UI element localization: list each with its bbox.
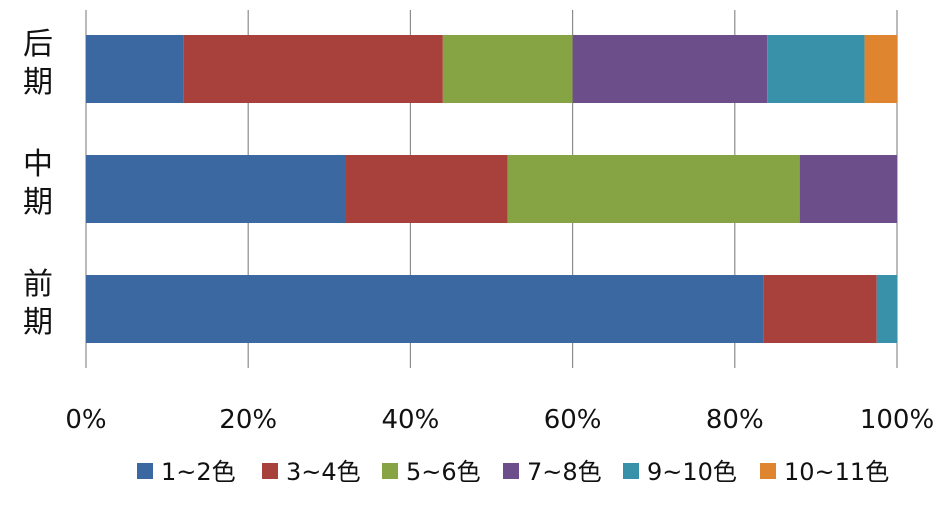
bar-segment (442, 35, 573, 103)
bar-segment (345, 155, 508, 223)
bar-segment (767, 35, 865, 103)
legend-swatch (623, 463, 639, 479)
x-tick-label: 0% (65, 405, 106, 435)
x-tick-labels: 0% 20% 40% 60% 80% 100% (65, 405, 934, 435)
bar-segment (763, 275, 877, 343)
legend-label: 1~2色 (161, 458, 236, 486)
bar-segment (86, 35, 184, 103)
legend-swatch (760, 463, 776, 479)
x-tick-label: 20% (219, 405, 277, 435)
bar-segment (86, 155, 346, 223)
bar-segment (572, 35, 768, 103)
bar-segment (183, 35, 443, 103)
bar-segment (876, 275, 897, 343)
legend-label: 9~10色 (647, 458, 737, 486)
legend-swatch (137, 463, 153, 479)
legend-label: 5~6色 (406, 458, 481, 486)
legend-swatch (382, 463, 398, 479)
x-tick-label: 40% (382, 405, 440, 435)
legend-label: 10~11色 (784, 458, 889, 486)
legend-label: 3~4色 (286, 458, 361, 486)
bars (86, 35, 897, 343)
x-tick-label: 100% (860, 405, 934, 435)
category-label: 后期 (23, 27, 53, 100)
x-tick-label: 80% (706, 405, 764, 435)
legend-swatch (503, 463, 519, 479)
legend-label: 7~8色 (527, 458, 602, 486)
legend: 1~2色 3~4色 5~6色 7~8色 9~10色 10~11色 (137, 458, 889, 486)
bar-segment (799, 155, 897, 223)
category-label: 中期 (23, 147, 53, 220)
bar-segment (86, 275, 764, 343)
x-tick-label: 60% (544, 405, 602, 435)
bar-segment (864, 35, 897, 103)
legend-swatch (262, 463, 278, 479)
bar-segment (507, 155, 800, 223)
category-label: 前期 (23, 267, 53, 340)
